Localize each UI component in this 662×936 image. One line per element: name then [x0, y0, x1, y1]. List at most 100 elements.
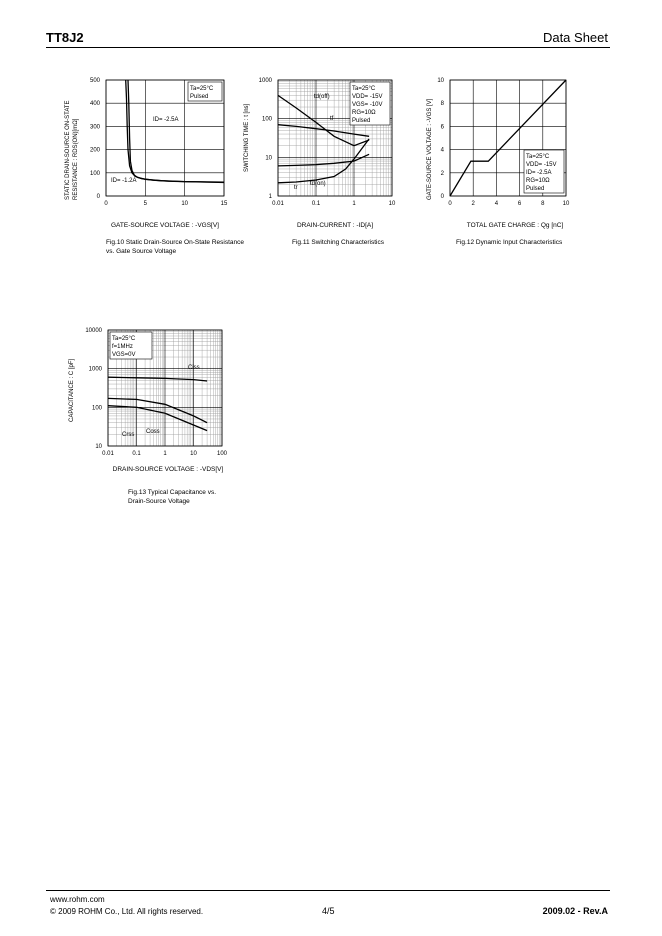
fig12-caption: Fig.12 Dynamic Input Characteristics: [456, 239, 563, 246]
fig11-chart: 0.01 0.1 1 10 1 10 100 1000 Ta=25°C VDD= -15V VGS=…: [259, 78, 396, 207]
x-tick-label: 8: [541, 201, 545, 207]
plot-frame: [449, 79, 567, 197]
y-tick-label: 300: [90, 124, 101, 130]
legend-entry: VDD= -15V: [526, 162, 557, 168]
series-label: td(off): [314, 94, 330, 100]
fig10-ylabel: STATIC DRAIN-SOURCE ON-STATE RESISTANCE …: [65, 100, 79, 200]
x-tick-label: 0.1: [132, 451, 141, 457]
annotation-label: ID= -2.5A: [153, 117, 179, 123]
plot-frame: [107, 329, 223, 447]
y-tick-label: 100: [92, 405, 103, 411]
series-label: Coss: [146, 429, 160, 435]
fig12-xlabel: TOTAL GATE CHARGE : Qg [nC]: [466, 222, 564, 229]
series-line: [107, 405, 208, 432]
plot-frame: [277, 79, 393, 197]
legend-entry: Pulsed: [190, 94, 208, 100]
legend-entry: f=1MHz: [112, 344, 133, 350]
series-line: [277, 153, 370, 167]
legend-entry: VGS=0V: [112, 352, 136, 358]
doc-type: Data Sheet: [542, 30, 608, 45]
annotation-label: ID= -1.2A: [111, 178, 137, 184]
y-tick-label: 1000: [259, 78, 273, 84]
legend-entry: Pulsed: [526, 186, 544, 192]
y-tick-label: 10000: [85, 328, 102, 334]
series-label: Ciss: [188, 365, 200, 371]
fig10-chart: 0 5 10 15 0 100 200 300 400 500 Ta=25°C Pulsed ID= -…: [90, 78, 228, 207]
series-line: [449, 79, 567, 197]
x-tick-label: 1: [163, 451, 167, 457]
legend-entry: RG=10Ω: [526, 178, 550, 184]
legend-entry: Ta=25°C: [352, 86, 376, 92]
legend-entry: RG=10Ω: [352, 110, 376, 116]
legend-entry: Ta=25°C: [112, 336, 136, 342]
plot-frame: [105, 79, 225, 197]
y-tick-label: 100: [90, 171, 101, 177]
fig11-caption: Fig.11 Switching Characteristics: [292, 239, 384, 246]
legend-box: [349, 81, 391, 126]
y-tick-label: 200: [90, 148, 101, 154]
y-tick-label: 100: [262, 117, 273, 123]
legend-entry: VGS= -10V: [352, 102, 383, 108]
x-tick-label: 10: [563, 201, 570, 207]
series-line: [107, 376, 208, 382]
fig12-chart: 0 2 4 6 8 10 0 2 4 6 8 10 Ta=25°C VDD= -15V ID= -2.5A R…: [437, 78, 570, 207]
series-label: tr: [294, 185, 298, 191]
y-tick-label: 6: [441, 124, 445, 130]
y-tick-label: 400: [90, 101, 101, 107]
header-rule: [46, 47, 610, 48]
x-tick-label: 10: [190, 451, 197, 457]
fig13-ylabel: CAPACITANCE : C [pF]: [69, 358, 75, 422]
footer-site: www.rohm.com: [50, 895, 105, 904]
x-tick-label: 100: [217, 451, 228, 457]
legend-entry: Pulsed: [352, 118, 370, 124]
x-tick-label: 0.01: [272, 201, 284, 207]
series-label: Crss: [122, 432, 134, 438]
x-tick-label: 0.1: [312, 201, 321, 207]
x-tick-label: 10: [181, 201, 188, 207]
fig11-ylabel: SWITCHING TIME : t [ns]: [244, 103, 250, 172]
fig13-chart: 0.01 0.1 1 10 100 10 100 1000 10000 Ta=25°C f=1MHz…: [85, 328, 228, 457]
fig10-caption: Fig.10 Static Drain-Source On-State Resi…: [106, 239, 245, 255]
legend-box: [187, 81, 223, 102]
x-tick-label: 2: [472, 201, 476, 207]
series-line: [107, 397, 208, 424]
series-line: [127, 79, 225, 184]
x-tick-label: 15: [221, 201, 228, 207]
legend-entry: VDD= -15V: [352, 94, 383, 100]
x-tick-label: 4: [495, 201, 499, 207]
x-tick-label: 0: [104, 201, 108, 207]
y-tick-label: 0: [441, 194, 445, 200]
fig12-ylabel: GATE-SOURCE VOLTAGE : -VGS [V]: [427, 98, 433, 200]
x-tick-label: 5: [144, 201, 148, 207]
y-tick-label: 2: [441, 171, 445, 177]
legend-box: [523, 149, 565, 194]
part-number: TT8J2: [46, 30, 84, 45]
footer-revision: 2009.02 - Rev.A: [542, 906, 608, 916]
y-tick-label: 500: [90, 78, 101, 84]
legend-entry: Ta=25°C: [526, 154, 550, 160]
fig13-xlabel: DRAIN-SOURCE VOLTAGE : -VDS[V]: [112, 466, 224, 473]
legend-box: [109, 331, 153, 360]
y-tick-label: 10: [95, 444, 102, 450]
series-label: tf: [330, 116, 334, 122]
y-tick-label: 10: [265, 155, 272, 161]
x-tick-label: 10: [389, 201, 396, 207]
y-tick-label: 8: [441, 101, 445, 107]
fig13-caption: Fig.13 Typical Capacitance vs. Drain-Sou…: [128, 489, 217, 505]
x-tick-label: 0: [448, 201, 452, 207]
fig11-xlabel: DRAIN-CURRENT : -ID[A]: [296, 222, 374, 229]
fig10-xlabel: GATE-SOURCE VOLTAGE : -VGS[V]: [111, 222, 219, 229]
legend-entry: ID= -2.5A: [526, 170, 552, 176]
series-label: td(on): [310, 181, 326, 187]
footer-rule: [46, 890, 610, 891]
x-tick-label: 6: [518, 201, 522, 207]
series-line: [277, 138, 370, 184]
legend-entry: Ta=25°C: [190, 86, 214, 92]
x-tick-label: 0.01: [102, 451, 114, 457]
footer-page: 4/5: [322, 906, 335, 916]
y-tick-label: 4: [441, 148, 445, 154]
x-tick-label: 1: [352, 201, 356, 207]
y-tick-label: 1: [269, 194, 273, 200]
y-tick-label: 1000: [89, 367, 103, 373]
y-tick-label: 10: [437, 78, 444, 84]
